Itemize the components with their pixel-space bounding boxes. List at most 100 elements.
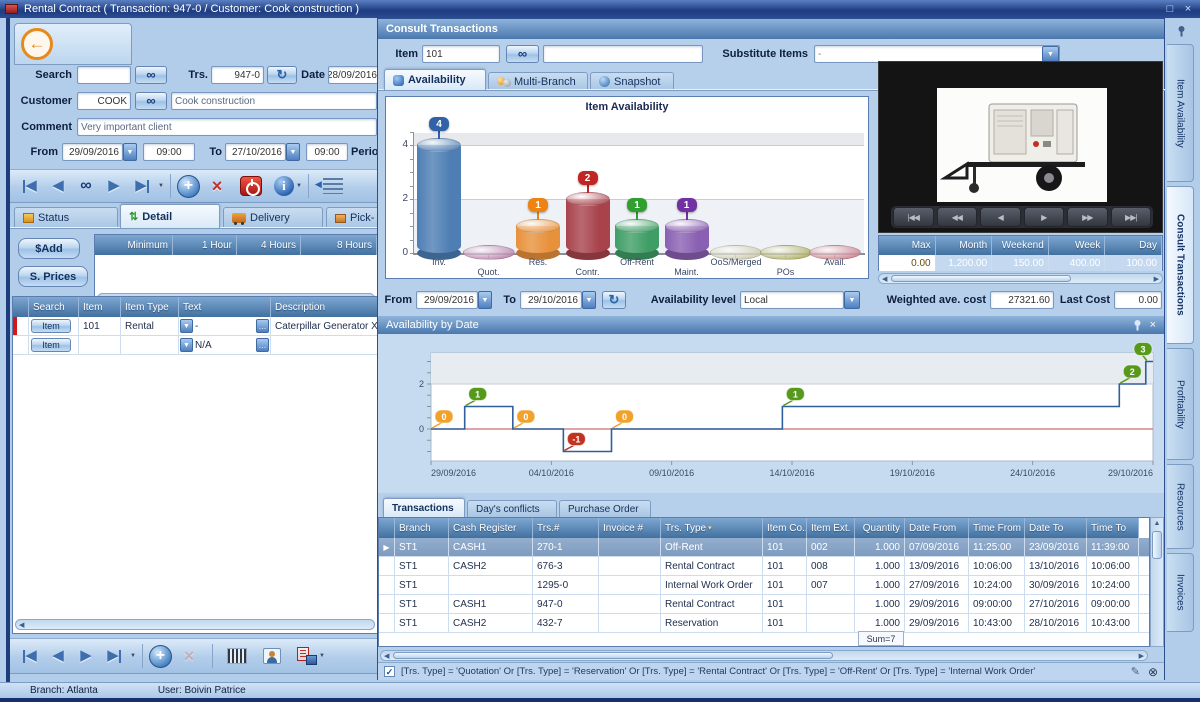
item-col-description[interactable]: Description — [271, 297, 378, 317]
column-header-time-to[interactable]: Time To — [1087, 518, 1139, 538]
trs-input[interactable]: 947-0 — [211, 66, 264, 84]
s-prices-button[interactable]: S. Prices — [18, 266, 88, 287]
barcode-icon[interactable] — [226, 648, 247, 664]
column-header-item-ext-[interactable]: Item Ext. — [807, 518, 855, 538]
customer-name-field[interactable]: Cook construction — [171, 92, 377, 110]
to-date-input[interactable]: 27/10/2016 — [225, 143, 286, 161]
sidebar-tab-resources[interactable]: Resources — [1167, 464, 1194, 550]
rate-col-minimum[interactable]: Minimum — [95, 235, 173, 255]
availability-level-select[interactable]: Local — [740, 291, 844, 309]
price-weekend-value[interactable]: 150.00 — [992, 255, 1049, 271]
tab-multi-branch[interactable]: Multi-Branch — [488, 72, 588, 90]
availability-level-dropdown[interactable]: ▼ — [844, 291, 860, 309]
restore-window-button[interactable]: □ — [1166, 3, 1174, 15]
tab-delivery[interactable]: Delivery — [223, 207, 323, 228]
price-week-value[interactable]: 400.00 — [1048, 255, 1106, 271]
text-ellipsis-button[interactable]: … — [256, 319, 269, 333]
tab-transactions[interactable]: Transactions — [383, 498, 465, 517]
range-to-dropdown[interactable]: ▼ — [582, 291, 596, 309]
range-from-input[interactable]: 29/09/2016 — [416, 291, 478, 309]
edit-filter-icon[interactable]: ✎ — [1130, 666, 1140, 678]
trs-refresh-button[interactable]: ↻ — [267, 66, 297, 84]
tab-pick[interactable]: Pick- — [326, 207, 386, 228]
nav-more-dropdown[interactable]: ▼ — [158, 183, 164, 189]
consult-item-lookup-button[interactable]: ∞ — [506, 45, 539, 63]
column-header-item-co-[interactable]: Item Co... — [763, 518, 807, 538]
text-dropdown[interactable]: ▼ — [180, 319, 193, 333]
filter-checkbox[interactable]: ✓ — [384, 666, 395, 677]
rewind-button[interactable]: ◀◀ — [936, 207, 977, 227]
item-lookup-button[interactable]: Item — [31, 338, 71, 352]
from-time-input[interactable]: 09:00 — [143, 143, 195, 161]
rate-col-1hour[interactable]: 1 Hour — [173, 235, 237, 255]
consult-item-desc-field[interactable] — [543, 45, 703, 63]
info-dropdown[interactable]: ▼ — [295, 183, 302, 189]
pin-icon[interactable] — [1177, 26, 1186, 37]
table-row[interactable]: ST1 CASH1 947-0 Rental Contract 101 1.000 29/0… — [379, 595, 1149, 614]
tab-detail[interactable]: ⇅ Detail — [120, 204, 220, 228]
search-lookup-button[interactable]: ∞ — [135, 66, 167, 84]
price-day-value[interactable]: 100.00 — [1105, 255, 1162, 271]
add-record-button[interactable]: + — [176, 174, 200, 198]
range-from-dropdown[interactable]: ▼ — [478, 291, 492, 309]
text-ellipsis-button[interactable]: … — [256, 338, 269, 352]
export-save-icon[interactable] — [296, 647, 317, 665]
substitute-items-dropdown[interactable]: ▼ — [1042, 46, 1059, 62]
customer-code-input[interactable]: COOK — [77, 92, 131, 110]
consult-item-input[interactable]: 101 — [422, 45, 500, 63]
delete-record-button[interactable]: × — [200, 173, 234, 199]
tab-status[interactable]: Status — [14, 207, 118, 228]
rate-col-8hours[interactable]: 8 Hours — [301, 235, 377, 255]
table-row[interactable]: ▶ ST1 CASH1 270-1 Off-Rent 101 002 1.000 07/09/2… — [379, 538, 1149, 557]
close-window-button[interactable]: × — [1184, 3, 1192, 15]
filter-funnel-icon[interactable]: ▾ — [708, 525, 712, 532]
price-month-value[interactable]: 1,200.00 — [935, 255, 993, 271]
first-row-button[interactable]: ◀ — [16, 643, 44, 669]
date-input[interactable]: 28/09/2016 — [328, 66, 381, 84]
tab-purchase-order[interactable]: Purchase Order — [559, 500, 651, 517]
last-record-button[interactable]: ▶ — [128, 173, 156, 199]
column-header-date-from[interactable]: Date From — [905, 518, 969, 538]
from-date-input[interactable]: 29/09/2016 — [62, 143, 123, 161]
next-record-button[interactable]: ▶ — [100, 173, 128, 199]
price-col-week[interactable]: Week — [1048, 236, 1106, 255]
previous-record-button[interactable]: ◀ — [44, 173, 72, 199]
table-row[interactable]: ST1 CASH2 432-7 Reservation 101 1.000 29/09/20… — [379, 614, 1149, 633]
pricing-hscroll[interactable]: ◀ ▶ — [878, 273, 1163, 284]
rate-col-4hours[interactable]: 4 Hours — [237, 235, 301, 255]
column-header-branch[interactable]: Branch — [395, 518, 449, 538]
sidebar-tab-invoices[interactable]: Invoices — [1167, 553, 1194, 633]
item-col-item[interactable]: Item — [79, 297, 121, 317]
text-dropdown[interactable]: ▼ — [180, 338, 193, 352]
previous-image-button[interactable]: ◀ — [980, 207, 1021, 227]
transactions-vscroll[interactable]: ▲ — [1150, 517, 1164, 647]
item-lookup-button[interactable]: Item — [31, 319, 71, 333]
column-header-trs-type[interactable]: Trs. Type ▾ — [661, 518, 763, 538]
table-row[interactable]: ST1 CASH2 676-3 Rental Contract 101 008 1.000 1… — [379, 557, 1149, 576]
column-header-quantity[interactable]: Quantity — [855, 518, 905, 538]
range-to-input[interactable]: 29/10/2016 — [520, 291, 582, 309]
column-header-cash-register[interactable]: Cash Register — [449, 518, 533, 538]
item-col-search[interactable]: Search — [29, 297, 79, 317]
add-price-button[interactable]: $Add — [18, 238, 80, 259]
last-image-button[interactable]: ▶▶| — [1110, 207, 1151, 227]
sidebar-tab-profitability[interactable]: Profitability — [1167, 348, 1194, 460]
item-grid-row[interactable]: Item ▼ N/A … — [13, 336, 378, 355]
tab-availability[interactable]: Availability — [384, 69, 486, 90]
column-header-date-to[interactable]: Date To — [1025, 518, 1087, 538]
table-row[interactable]: ST1 1295-0 Internal Work Order 101 007 1.000 2… — [379, 576, 1149, 595]
export-dropdown[interactable]: ▼ — [318, 653, 325, 659]
last-row-button[interactable]: ▶ — [100, 643, 128, 669]
price-col-max[interactable]: Max — [879, 236, 936, 255]
delete-line-button[interactable]: × — [172, 643, 206, 669]
info-button[interactable]: i — [273, 176, 294, 196]
from-date-dropdown[interactable]: ▼ — [123, 143, 137, 161]
back-button[interactable]: ← — [21, 28, 53, 60]
next-image-button[interactable]: ▶ — [1023, 207, 1064, 227]
first-image-button[interactable]: |◀◀ — [893, 207, 934, 227]
previous-row-button[interactable]: ◀ — [44, 643, 72, 669]
list-view-icon[interactable] — [315, 178, 343, 194]
pin-icon[interactable] — [1133, 319, 1142, 331]
power-close-button[interactable] — [239, 176, 262, 196]
price-col-day[interactable]: Day — [1105, 236, 1162, 255]
